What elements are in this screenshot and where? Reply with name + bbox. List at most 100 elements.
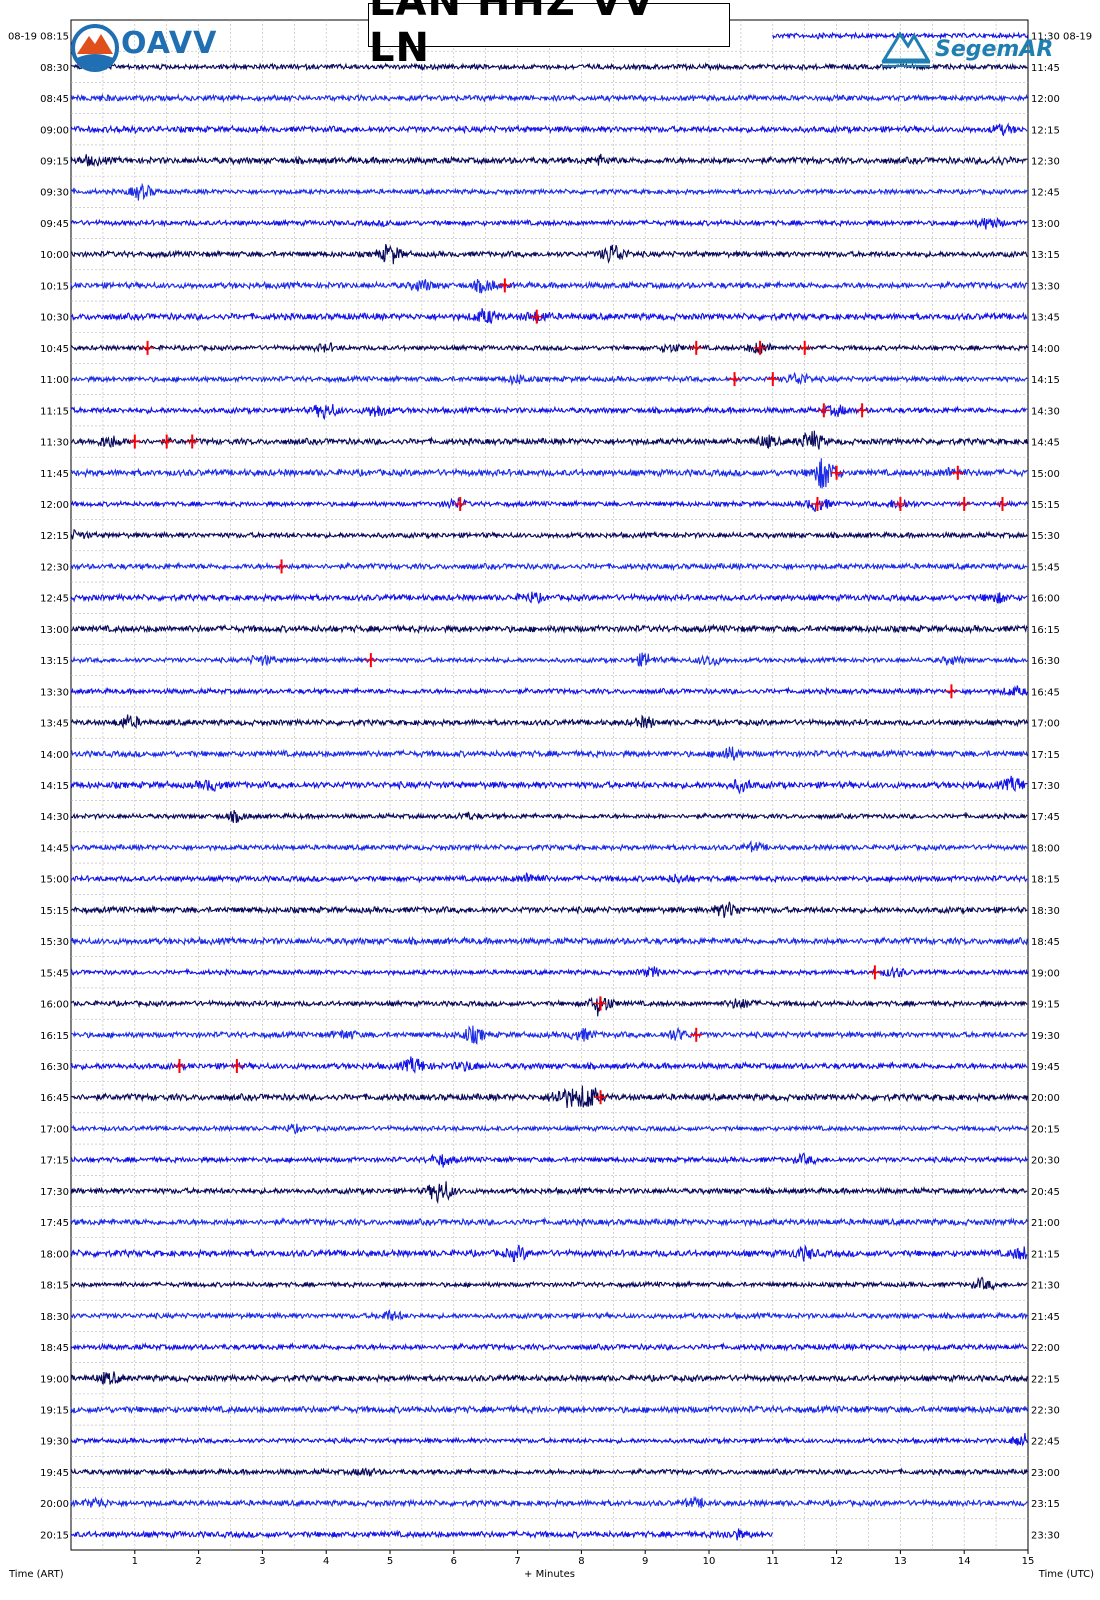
right-time-label: 20:15 — [1031, 1124, 1060, 1135]
x-tick-label: 15 — [1022, 1556, 1035, 1567]
trace-row-34 — [70, 1085, 1028, 1109]
trace-row-43 — [70, 1371, 1028, 1385]
right-time-label: 13:00 — [1031, 219, 1060, 230]
trace-row-48 — [70, 1528, 773, 1541]
left-time-label: 17:30 — [40, 1187, 69, 1198]
segemar-logo-text: SegemAR — [935, 37, 1054, 62]
x-tick-label: 8 — [578, 1556, 584, 1567]
right-time-label: 14:45 — [1031, 438, 1060, 449]
right-time-label: 16:15 — [1031, 625, 1060, 636]
left-time-label: 18:30 — [40, 1312, 69, 1323]
trace-row-42 — [70, 1341, 1028, 1352]
trace-row-35 — [70, 1123, 1028, 1135]
trace-row-16 — [70, 528, 1028, 540]
left-time-label: 18:45 — [40, 1343, 69, 1354]
trace-row-36 — [70, 1152, 1028, 1168]
right-time-label: 22:15 — [1031, 1374, 1060, 1385]
left-time-label: 20:00 — [40, 1499, 69, 1510]
trace-row-47 — [70, 1495, 1028, 1509]
left-time-label: 12:45 — [40, 594, 69, 605]
trace-row-24 — [70, 775, 1028, 795]
right-time-label: 15:30 — [1031, 531, 1060, 542]
left-time-label: 13:00 — [40, 625, 69, 636]
oavv-emblem-icon — [71, 24, 119, 72]
right-time-label: 23:30 — [1031, 1530, 1060, 1541]
trace-row-14 — [70, 458, 1028, 489]
right-time-label: 14:15 — [1031, 375, 1060, 386]
left-time-label: 15:30 — [40, 937, 69, 948]
segemar-emblem-icon — [881, 31, 931, 67]
trace-row-8 — [70, 278, 1028, 294]
right-time-label: 23:15 — [1031, 1499, 1060, 1510]
trace-row-32 — [70, 1025, 1028, 1045]
trace-row-40 — [70, 1276, 1028, 1291]
trace-row-45 — [70, 1433, 1028, 1447]
right-time-label: 13:45 — [1031, 313, 1060, 324]
left-time-label: 10:00 — [40, 250, 69, 261]
trace-row-23 — [70, 746, 1028, 761]
right-time-label: 19:30 — [1031, 1031, 1060, 1042]
left-time-label: 10:15 — [40, 281, 69, 292]
x-tick-label: 5 — [387, 1556, 393, 1567]
left-time-label: 11:30 — [40, 438, 69, 449]
right-time-label: 22:45 — [1031, 1437, 1060, 1448]
left-time-label: 14:15 — [40, 781, 69, 792]
trace-row-19 — [70, 623, 1028, 635]
right-time-label: 12:30 — [1031, 157, 1060, 168]
left-time-label: 15:00 — [40, 875, 69, 886]
left-time-label: 14:00 — [40, 750, 69, 761]
left-time-label: 12:30 — [40, 562, 69, 573]
trace-row-18 — [70, 591, 1028, 605]
right-time-label: 21:15 — [1031, 1249, 1060, 1260]
oavv-logo: OAVV — [71, 20, 216, 76]
left-time-label: 17:15 — [40, 1156, 69, 1167]
left-time-label: 11:15 — [40, 406, 69, 417]
right-time-label: 18:15 — [1031, 875, 1060, 886]
right-time-label: 15:45 — [1031, 562, 1060, 573]
x-tick-label: 7 — [514, 1556, 520, 1567]
right-time-label: 18:30 — [1031, 906, 1060, 917]
left-time-label: 16:00 — [40, 1000, 69, 1011]
left-time-label: 14:30 — [40, 812, 69, 823]
trace-row-2 — [70, 93, 1028, 104]
x-tick-label: 3 — [259, 1556, 265, 1567]
right-time-label: 16:00 — [1031, 594, 1060, 605]
right-time-label: 16:45 — [1031, 687, 1060, 698]
trace-row-12 — [70, 404, 1028, 420]
trace-row-28 — [70, 901, 1028, 918]
x-tick-label: 14 — [958, 1556, 971, 1567]
trace-row-39 — [70, 1244, 1028, 1262]
trace-row-30 — [70, 965, 1028, 978]
left-time-label: 19:00 — [40, 1374, 69, 1385]
right-time-label: 18:45 — [1031, 937, 1060, 948]
x-tick-label: 2 — [195, 1556, 201, 1567]
trace-row-6 — [70, 216, 1028, 230]
trace-row-4 — [70, 153, 1028, 167]
right-time-label: 17:30 — [1031, 781, 1060, 792]
trace-row-26 — [70, 840, 1028, 853]
left-time-label: 14:45 — [40, 843, 69, 854]
left-time-label: 10:45 — [40, 344, 69, 355]
left-time-label: 17:00 — [40, 1124, 69, 1135]
trace-row-17 — [70, 561, 1028, 572]
right-time-label: 11:45 — [1031, 63, 1060, 74]
right-time-label: 23:00 — [1031, 1468, 1060, 1479]
left-time-label: 09:15 — [40, 157, 69, 168]
x-axis-label: + Minutes — [524, 1569, 575, 1580]
right-time-label: 18:00 — [1031, 843, 1060, 854]
trace-row-15 — [70, 496, 1028, 513]
right-time-label: 21:30 — [1031, 1281, 1060, 1292]
oavv-logo-text: OAVV — [121, 26, 218, 61]
trace-row-13 — [70, 430, 1028, 450]
left-time-label: 18:00 — [40, 1249, 69, 1260]
left-time-label: 15:45 — [40, 968, 69, 979]
left-time-label: 08:30 — [40, 63, 69, 74]
right-time-label: 11:30 08-19 — [1031, 32, 1092, 43]
right-time-label: 22:30 — [1031, 1405, 1060, 1416]
trace-row-37 — [70, 1181, 1028, 1205]
trace-row-7 — [70, 244, 1028, 265]
left-time-label: 13:45 — [40, 719, 69, 730]
right-time-label: 13:15 — [1031, 250, 1060, 261]
left-time-label: 12:00 — [40, 500, 69, 511]
